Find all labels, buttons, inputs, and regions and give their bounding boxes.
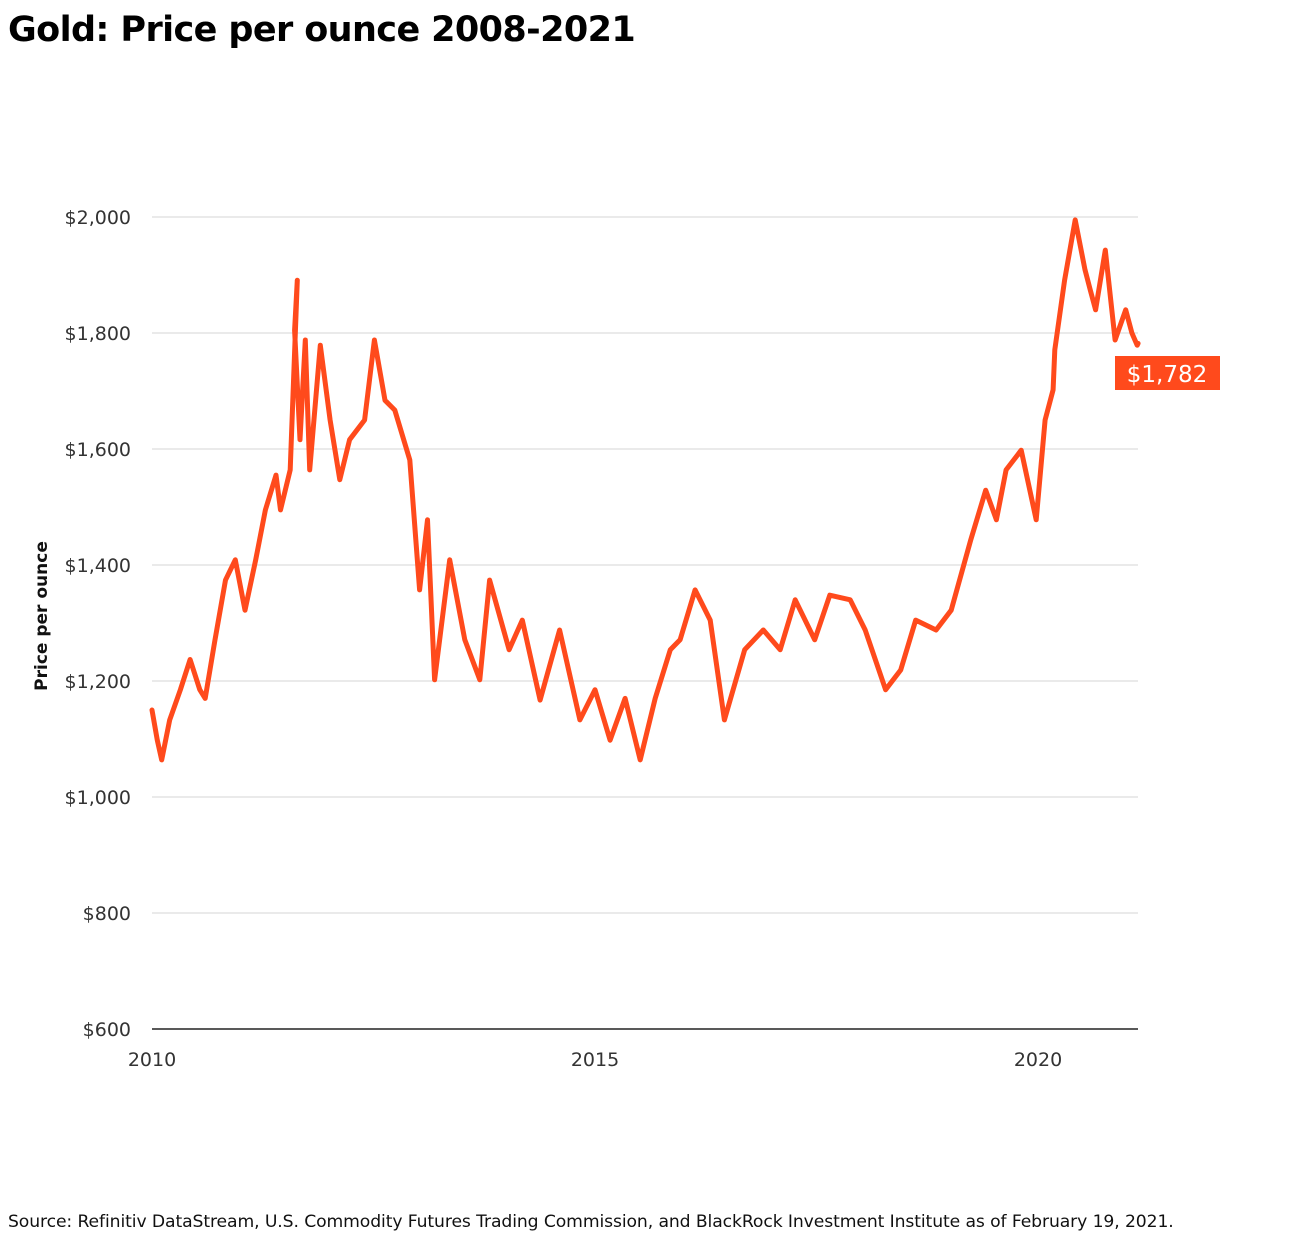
y-tick-label: $1,000 xyxy=(65,787,131,809)
annotation-background xyxy=(1115,356,1220,390)
y-tick-label: $1,400 xyxy=(65,555,131,577)
y-tick-label: $2,000 xyxy=(65,207,131,229)
x-tick-label: 2020 xyxy=(1014,1049,1062,1071)
y-axis-ticks: $600 $800 $1,000 $1,200 $1,400 $1,600 $1,800 $2… xyxy=(65,207,131,1041)
gridlines xyxy=(152,216,1138,914)
y-axis-label: Price per ounce xyxy=(32,541,52,691)
series-line xyxy=(149,217,1141,763)
x-axis-ticks: 2010 2015 2020 xyxy=(128,1049,1062,1071)
y-tick-label: $1,600 xyxy=(65,439,131,461)
y-tick-label: $1,200 xyxy=(65,671,131,693)
source-note: Source: Refinitiv DataStream, U.S. Commo… xyxy=(8,1212,1174,1232)
y-tick-label: $600 xyxy=(83,1019,131,1041)
x-tick-label: 2010 xyxy=(128,1049,176,1071)
series-group xyxy=(149,217,1141,763)
last-value-annotation: $1,782 xyxy=(1115,356,1220,390)
y-tick-label: $800 xyxy=(83,903,131,925)
annotation-label: $1,782 xyxy=(1127,362,1207,388)
chart-title: Gold: Price per ounce 2008-2021 xyxy=(8,10,636,50)
y-tick-label: $1,800 xyxy=(65,323,131,345)
x-tick-label: 2015 xyxy=(571,1049,619,1071)
